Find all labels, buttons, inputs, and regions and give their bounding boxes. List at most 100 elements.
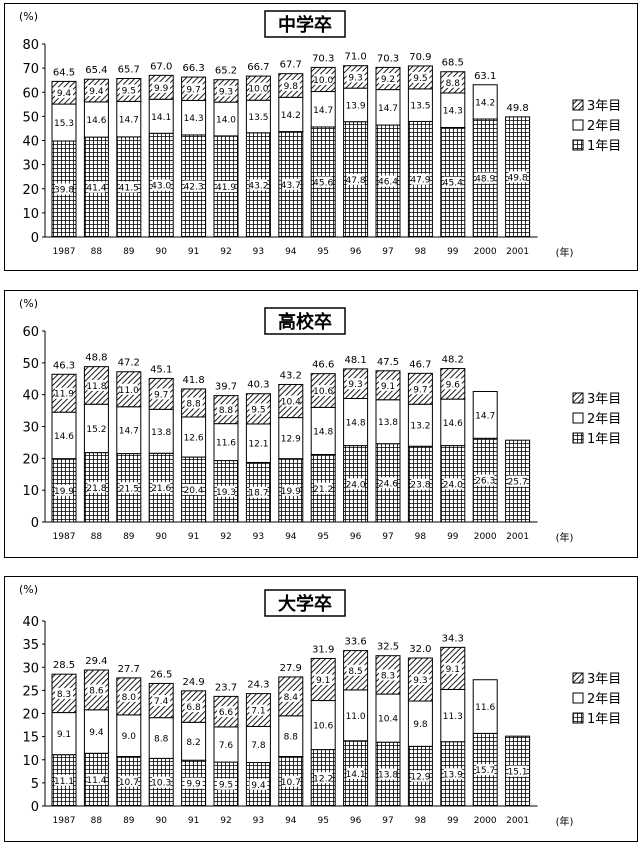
bar-label-bg	[314, 482, 333, 494]
bar-label-year2: 13.2	[410, 422, 430, 432]
bar-label-year2: 14.3	[443, 107, 463, 117]
bar-total-label: 65.2	[215, 66, 237, 77]
bar-label-year1: 21.6	[151, 484, 171, 494]
bar-label-year1: 49.8	[508, 173, 528, 183]
bar-label-year3: 9.3	[348, 73, 362, 83]
bar-label-year2: 14.7	[378, 104, 398, 114]
bar-label-bg	[476, 701, 495, 713]
y-tick-label: 25	[22, 684, 39, 699]
bar-label-year2: 13.5	[248, 113, 268, 123]
bar-label-year3: 9.1	[316, 676, 330, 686]
bar-label-bg	[87, 481, 106, 493]
bar-label-bg	[411, 419, 430, 431]
bar-label-year2: 14.7	[119, 116, 139, 126]
bar-label-bg	[217, 180, 235, 192]
bar-label-bg	[346, 416, 365, 428]
bar-label-bg	[184, 484, 203, 496]
bar-total-label: 46.3	[53, 360, 75, 371]
bar-label-bg	[281, 730, 300, 742]
bar-label-year1: 19.9	[281, 487, 301, 497]
bar-label-bg	[443, 416, 462, 428]
bar-total-label: 48.1	[344, 355, 366, 366]
bar-label-bg	[281, 79, 300, 91]
x-tick-label: 2001	[506, 532, 529, 542]
bar-label-bg	[314, 719, 333, 731]
bar-label-bg	[411, 173, 430, 185]
bar-label-bg	[411, 770, 430, 782]
bar-label-bg	[119, 383, 138, 395]
x-tick-label: 97	[382, 247, 393, 257]
x-tick-label: 93	[253, 247, 264, 257]
bar-label-bg	[249, 437, 268, 449]
bar-label-year2: 14.2	[281, 111, 301, 121]
bar-label-bg	[379, 379, 397, 391]
x-tick-label: 96	[350, 532, 362, 542]
bar-label-year1: 41.4	[86, 184, 106, 194]
legend-swatch-year1	[572, 432, 584, 444]
bar-total-label: 68.5	[442, 58, 464, 69]
bar-label-bg	[411, 71, 430, 83]
bar-label-year2: 11.6	[475, 703, 495, 713]
bar-label-year3: 9.6	[446, 380, 461, 390]
bar-label-year2: 14.3	[184, 114, 204, 124]
bar-label-bg	[411, 718, 430, 730]
bar-label-year2: 11.0	[346, 712, 366, 722]
bar-total-label: 49.8	[506, 103, 528, 114]
bar-total-label: 27.9	[280, 663, 302, 674]
x-unit-label: (年)	[556, 815, 574, 828]
bar-label-year1: 43.2	[248, 181, 268, 191]
bar-label-year3: 9.1	[381, 382, 395, 392]
bar-label-bg	[508, 475, 527, 487]
bar-label-bg	[87, 85, 106, 97]
bar-label-bg	[476, 172, 495, 184]
bar-label-bg	[443, 710, 462, 722]
bar-label-year1: 10.3	[151, 779, 171, 789]
x-tick-label: 88	[91, 816, 103, 826]
bar-total-label: 67.0	[150, 61, 172, 72]
bar-label-bg	[55, 387, 73, 399]
bar-label-year1: 19.9	[54, 487, 74, 497]
bar-label-year3: 9.5	[413, 74, 427, 84]
bar-label-year3: 8.8	[446, 79, 461, 89]
x-tick-label: 2000	[474, 532, 497, 542]
bar-label-bg	[443, 768, 462, 780]
bar-label-year1: 48.9	[475, 175, 495, 185]
bar-label-year1: 9.4	[251, 781, 266, 791]
bar-label-bg	[119, 775, 138, 787]
bar-total-label: 23.7	[215, 682, 237, 693]
bar-label-year2: 14.1	[151, 113, 171, 123]
bar-total-label: 48.8	[85, 353, 107, 364]
bar-label-bg	[346, 378, 365, 390]
bar-label-bg	[281, 395, 300, 407]
chart-title-box	[264, 307, 346, 335]
bar-label-bg	[87, 181, 106, 193]
x-tick-label: 97	[382, 816, 393, 826]
bar-label-year1: 12.9	[410, 773, 430, 783]
x-tick-label: 92	[220, 816, 231, 826]
bar-label-year2: 9.4	[89, 728, 104, 738]
y-tick-label: 0	[31, 231, 39, 246]
x-tick-label: 94	[285, 532, 297, 542]
bar-label-bg	[476, 764, 495, 776]
x-tick-label: 91	[188, 247, 199, 257]
bar-label-year3: 9.1	[446, 665, 460, 675]
bar-label-bg	[411, 674, 430, 686]
bar-total-label: 46.6	[312, 360, 334, 371]
bar-label-bg	[249, 738, 268, 750]
bar-label-year1: 23.8	[410, 481, 430, 491]
bar-label-year1: 25.7	[508, 478, 528, 488]
bar-label-bg	[508, 765, 527, 777]
bar-label-bg	[476, 96, 495, 108]
bar-label-year2: 7.8	[251, 741, 266, 751]
bar-total-label: 64.5	[53, 67, 75, 78]
bar-label-bg	[217, 85, 235, 97]
x-tick-label: 90	[155, 532, 167, 542]
y-tick-label: 50	[22, 357, 39, 372]
y-tick-label: 0	[31, 516, 39, 531]
bar-total-label: 43.2	[280, 370, 302, 381]
bar-label-bg	[184, 701, 203, 713]
bar-total-label: 47.2	[118, 358, 140, 369]
bar-total-label: 26.5	[150, 669, 172, 680]
bar-label-bg	[314, 674, 333, 686]
x-tick-label: 90	[155, 816, 167, 826]
